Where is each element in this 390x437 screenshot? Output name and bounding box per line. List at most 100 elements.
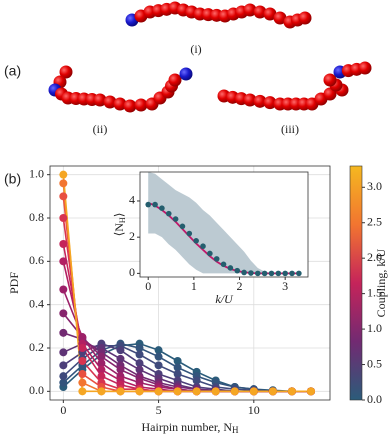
data-point: [249, 387, 258, 396]
data-point: [59, 179, 68, 188]
data-point: [282, 270, 288, 277]
data-point: [152, 201, 158, 208]
data-point: [59, 309, 68, 318]
data-point: [97, 359, 106, 368]
data-point: [173, 357, 182, 365]
data-point: [59, 328, 68, 337]
y-tick-label: 0.2: [29, 340, 44, 354]
data-point: [154, 346, 163, 355]
data-point: [220, 261, 227, 268]
y-tick-label: 4: [129, 193, 135, 207]
image-label: (ii): [93, 122, 108, 136]
bead: [59, 65, 73, 79]
data-point: [59, 285, 68, 294]
data-point: [275, 270, 282, 277]
x-axis-label: k/U: [215, 292, 234, 306]
y-tick-label: 0.8: [29, 210, 44, 224]
bead: [253, 5, 267, 19]
data-point: [268, 270, 275, 277]
data-point: [116, 387, 125, 396]
colorbar-tick-label: 0.0: [367, 392, 382, 406]
data-point: [154, 361, 163, 370]
inset-frame: [139, 171, 309, 278]
image-label: (i): [190, 42, 201, 56]
bead: [168, 73, 182, 87]
data-point: [254, 270, 261, 277]
data-point: [78, 387, 87, 396]
data-point: [97, 372, 106, 381]
y-tick-label: 0.4: [29, 296, 44, 310]
y-axis-label: ⟨NH⟩: [112, 213, 127, 237]
bead: [263, 7, 277, 21]
bead: [323, 73, 337, 87]
data-point: [78, 370, 87, 378]
data-point: [173, 370, 182, 378]
confidence-band: [148, 172, 299, 274]
colorbar-tick-label: 2.5: [367, 214, 382, 228]
data-point: [173, 387, 182, 396]
colorbar-label: Coupling, k/U: [374, 248, 388, 317]
bead: [273, 11, 287, 25]
data-point: [227, 265, 234, 271]
data-point: [306, 387, 315, 396]
x-tick-label: 0: [145, 279, 151, 293]
data-point: [179, 223, 186, 230]
data-point: [78, 378, 87, 387]
y-tick-label: 0.6: [29, 253, 44, 267]
bead: [298, 11, 312, 25]
data-point: [172, 216, 179, 222]
data-point: [173, 363, 182, 372]
bead: [134, 98, 148, 112]
colorbar-tick-label: 3.0: [367, 179, 382, 193]
bead: [103, 95, 117, 109]
data-point: [193, 237, 199, 244]
data-point: [241, 269, 247, 276]
x-tick-label: 5: [156, 403, 162, 417]
x-tick-label: 10: [248, 403, 260, 417]
data-point: [207, 250, 213, 257]
x-tick-label: 1: [191, 279, 197, 293]
data-point: [154, 352, 163, 361]
data-point: [135, 387, 144, 396]
y-tick-label: 2: [129, 229, 135, 243]
bead: [243, 93, 257, 107]
x-tick-label: 2: [237, 279, 243, 293]
data-point: [135, 350, 144, 359]
colorbar-tick-label: 1.0: [367, 321, 382, 335]
data-point: [59, 214, 68, 222]
y-tick-label: 0.0: [29, 383, 44, 397]
data-point: [59, 348, 68, 357]
data-point: [186, 230, 193, 237]
y-axis-label: PDF: [7, 272, 21, 294]
colorbar: [349, 165, 363, 401]
data-point: [59, 170, 68, 179]
molecule-images: [48, 1, 372, 113]
bead: [93, 93, 107, 107]
bead: [263, 96, 277, 110]
data-point: [159, 205, 165, 212]
data-point: [59, 240, 68, 248]
data-point: [59, 361, 68, 370]
data-point: [296, 270, 302, 277]
data-point: [116, 354, 125, 363]
data-point: [192, 376, 201, 385]
data-point: [78, 357, 87, 365]
colorbar-tick-label: 1.5: [367, 285, 382, 299]
data-point: [135, 344, 144, 352]
data-point: [97, 352, 106, 361]
data-point: [116, 346, 125, 355]
bead: [358, 61, 372, 75]
data-point: [261, 270, 268, 277]
colorbar-tick-label: 0.5: [367, 356, 382, 370]
y-tick-label: 0: [129, 265, 135, 279]
panel-label: (a): [4, 63, 21, 79]
axes-frame: [49, 165, 331, 401]
data-point: [116, 365, 125, 374]
data-point: [97, 387, 106, 396]
colorbar-tick-label: 2.0: [367, 250, 382, 264]
image-label: (iii): [281, 122, 299, 136]
panel-label: (b): [4, 171, 21, 187]
data-point: [289, 270, 295, 277]
